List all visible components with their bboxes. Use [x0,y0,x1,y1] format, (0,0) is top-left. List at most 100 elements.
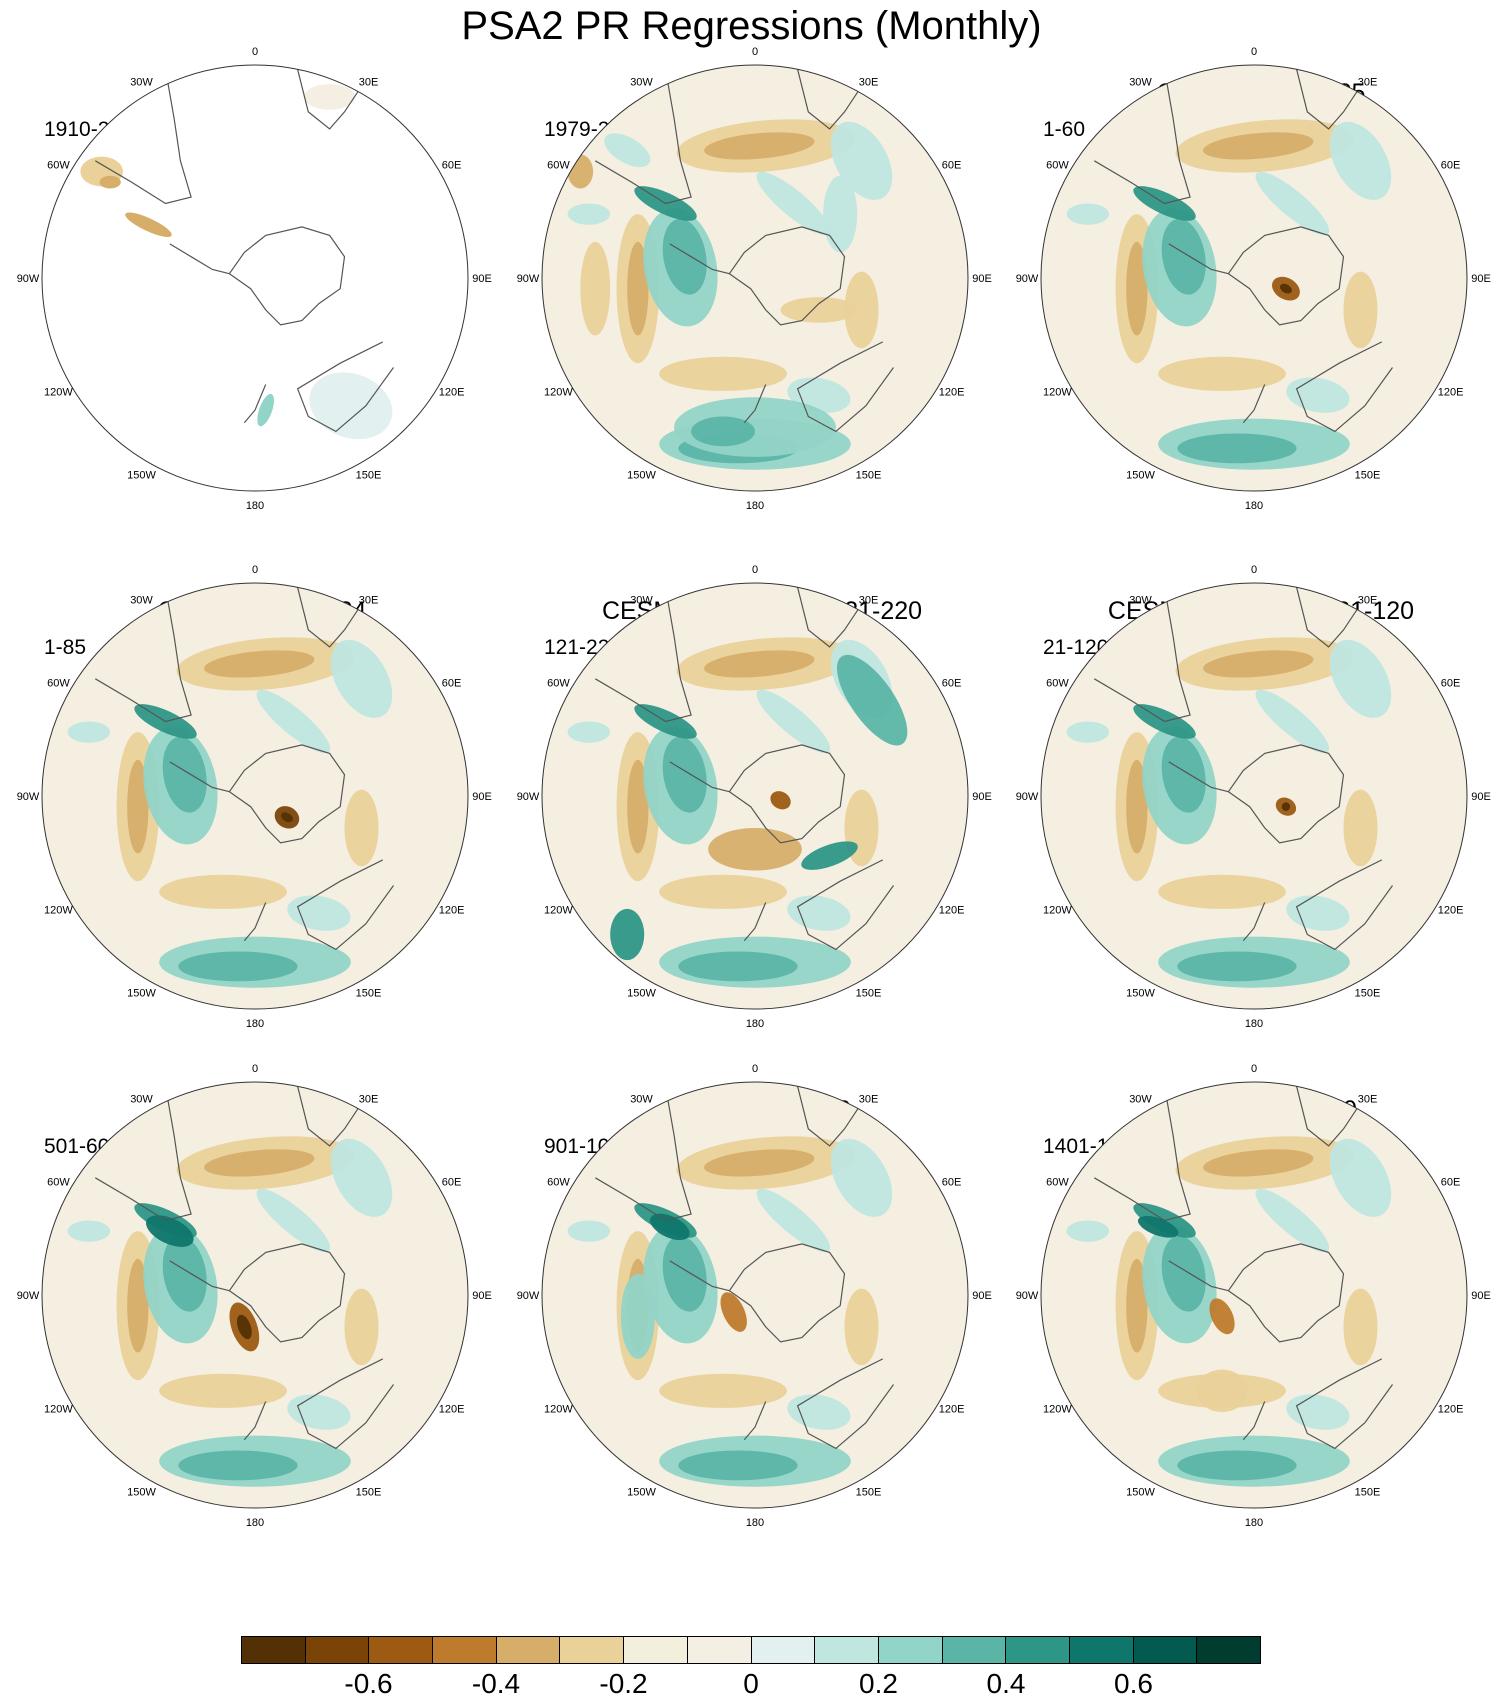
coastline [94,587,192,723]
longitude-label: 150W [127,988,156,1000]
precip-anomaly [146,1215,194,1247]
longitude-label: 0 [752,1063,758,1075]
longitude-label: 60W [1046,160,1069,172]
precip-anomaly [801,841,858,870]
colorbar-tick-label: 0.4 [986,1668,1026,1699]
longitude-label: 120W [544,905,573,917]
longitude-label: 120W [44,1404,73,1416]
longitude-label: 150E [356,988,382,1000]
longitude-label: 90E [972,273,992,285]
longitude-label: 0 [752,46,758,58]
precip-anomaly [1126,759,1148,854]
panel-period: 1-85 [44,636,87,659]
figure-title: PSA2 PR Regressions (Monthly) [461,4,1042,48]
longitude-label: 90E [472,1290,492,1302]
coastline [796,859,894,951]
longitude-label: 30W [130,1093,153,1105]
longitude-label: 90W [517,791,540,803]
precip-anomaly [344,1288,379,1366]
longitude-label: 90W [17,1290,40,1302]
polar-map: 0 30E 60E 90E 120E 150E 180 30W 60W 90W 120W 150W [517,564,992,1030]
longitude-label: 150W [627,988,656,1000]
precip-anomaly [1126,1258,1148,1353]
precip-anomaly [1343,271,1378,349]
longitude-label: 120E [939,1404,965,1416]
polar-map: 0 30E 60E 90E 120E 150E 180 30W 60W 90W 120W 150W [517,1063,992,1529]
coastline [243,902,267,942]
precip-anomaly [256,689,331,754]
longitude-label: 30W [1129,1093,1152,1105]
precip-anomaly [780,297,858,323]
longitude-label: 90W [1016,1290,1039,1302]
longitude-label: 120E [439,905,465,917]
longitude-label: 0 [252,564,258,576]
precip-anomaly [1280,283,1292,294]
polar-map: 0 30E 60E 90E 120E 150E 180 30W 60W 90W 120W 150W [1016,46,1491,512]
longitude-label: 30E [859,76,879,88]
longitude-label: 150E [1355,988,1381,1000]
coastline [1227,744,1345,844]
precip-anomaly [1137,1216,1179,1238]
coastline [797,587,862,648]
colorbar-segment [305,1637,370,1663]
precip-anomaly [1066,203,1110,225]
longitude-label: 60E [942,160,962,172]
longitude-label: 60W [1046,1177,1069,1189]
precip-anomaly [1126,241,1148,336]
map-boundary [1040,64,1468,492]
longitude-label: 150W [627,1487,656,1499]
coastline [1093,69,1191,205]
longitude-label: 60W [47,160,70,172]
precip-anomaly [770,791,791,810]
longitude-label: 180 [246,1517,264,1529]
precip-anomaly [662,218,707,295]
longitude-label: 150E [856,1487,882,1499]
longitude-label: 30E [859,1093,879,1105]
precip-anomaly [178,951,298,982]
colorbar-tick-label: 0.2 [859,1668,898,1699]
coastline [94,69,192,205]
longitude-label: 180 [246,500,264,512]
coastline [1295,1358,1393,1450]
precip-anomaly [1329,121,1392,200]
coastline [1296,1086,1361,1147]
colorbar-segment [687,1637,752,1663]
longitude-label: 150E [356,1487,382,1499]
coastline [797,1086,862,1147]
colorbar-segment [878,1637,943,1663]
longitude-label: 0 [252,1063,258,1075]
precip-anomaly [659,874,787,909]
precip-anomaly [1158,356,1286,391]
longitude-label: 30E [1358,594,1378,606]
longitude-label: 0 [1251,564,1257,576]
map-boundary [541,64,969,492]
longitude-label: 60E [442,160,462,172]
precip-anomaly [610,908,645,961]
longitude-label: 60E [1441,678,1461,690]
precip-anomaly [662,736,707,813]
precip-anomaly [1343,1288,1378,1366]
longitude-label: 120W [44,387,73,399]
longitude-label: 120W [1043,1404,1072,1416]
precip-anomaly [1177,433,1297,464]
polar-map: 0 30E 60E 90E 120E 150E 180 30W 60W 90W 120W 150W [1016,564,1491,1030]
precip-anomaly [604,133,651,168]
precip-anomaly [756,689,831,754]
coastline [594,587,692,723]
longitude-label: 120E [439,1404,465,1416]
colorbar-segment [560,1637,625,1663]
longitude-label: 30E [359,594,379,606]
precip-anomaly [620,1273,655,1359]
precip-anomaly [67,721,111,743]
precip-anomaly [303,84,356,110]
coastline [228,1243,346,1343]
precip-anomaly [1281,802,1291,811]
coastline [296,1358,394,1450]
precip-anomaly [1329,639,1392,718]
precip-anomaly [704,650,815,678]
panel-period: 21-120 [1043,636,1109,659]
precip-anomaly [330,1138,393,1217]
colorbar-tick-label: -0.6 [344,1668,393,1699]
precip-anomaly [159,874,287,909]
precip-anomaly [1196,1369,1248,1413]
